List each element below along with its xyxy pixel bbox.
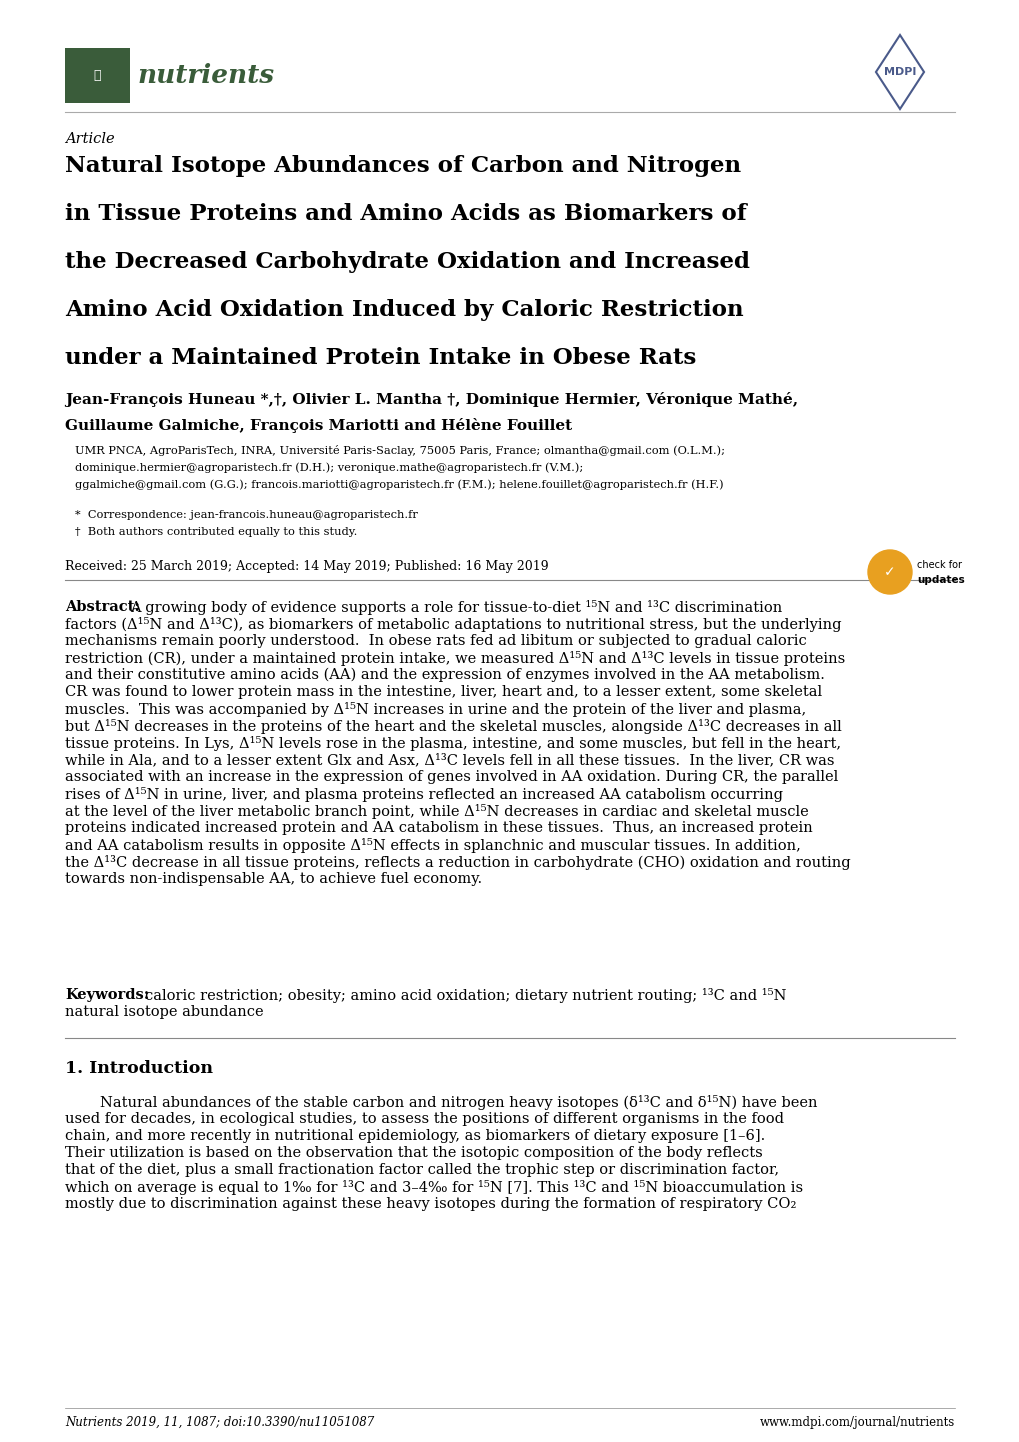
Text: *  Correspondence: jean-francois.huneau@agroparistech.fr: * Correspondence: jean-francois.huneau@a…: [75, 510, 418, 521]
Text: Their utilization is based on the observation that the isotopic composition of t: Their utilization is based on the observ…: [65, 1146, 762, 1159]
Text: Nutrients 2019, 11, 1087; doi:10.3390/nu11051087: Nutrients 2019, 11, 1087; doi:10.3390/nu…: [65, 1416, 374, 1429]
Text: used for decades, in ecological studies, to assess the positions of different or: used for decades, in ecological studies,…: [65, 1112, 784, 1126]
Text: caloric restriction; obesity; amino acid oxidation; dietary nutrient routing; ¹³: caloric restriction; obesity; amino acid…: [145, 988, 786, 1004]
Text: chain, and more recently in nutritional epidemiology, as biomarkers of dietary e: chain, and more recently in nutritional …: [65, 1129, 764, 1144]
Text: CR was found to lower protein mass in the intestine, liver, heart and, to a less: CR was found to lower protein mass in th…: [65, 685, 821, 699]
Text: restriction (CR), under a maintained protein intake, we measured Δ¹⁵N and Δ¹³C l: restriction (CR), under a maintained pro…: [65, 650, 845, 666]
Text: A growing body of evidence supports a role for tissue-to-diet ¹⁵N and ¹³C discri: A growing body of evidence supports a ro…: [129, 600, 782, 614]
Text: and their constitutive amino acids (AA) and the expression of enzymes involved i: and their constitutive amino acids (AA) …: [65, 668, 824, 682]
Text: updates: updates: [916, 575, 964, 585]
Text: Abstract:: Abstract:: [65, 600, 140, 614]
Text: Natural abundances of the stable carbon and nitrogen heavy isotopes (δ¹³C and δ¹: Natural abundances of the stable carbon …: [100, 1094, 816, 1110]
Text: and AA catabolism results in opposite Δ¹⁵N effects in splanchnic and muscular ti: and AA catabolism results in opposite Δ¹…: [65, 838, 800, 854]
FancyBboxPatch shape: [65, 48, 129, 102]
Text: in Tissue Proteins and Amino Acids as Biomarkers of: in Tissue Proteins and Amino Acids as Bi…: [65, 203, 746, 225]
Text: natural isotope abundance: natural isotope abundance: [65, 1005, 263, 1019]
Text: MDPI: MDPI: [882, 66, 915, 76]
Text: Received: 25 March 2019; Accepted: 14 May 2019; Published: 16 May 2019: Received: 25 March 2019; Accepted: 14 Ma…: [65, 559, 548, 572]
Text: Jean-François Huneau *,†, Olivier L. Mantha †, Dominique Hermier, Véronique Math: Jean-François Huneau *,†, Olivier L. Man…: [65, 392, 797, 407]
Text: that of the diet, plus a small fractionation factor called the trophic step or d: that of the diet, plus a small fractiona…: [65, 1164, 779, 1177]
Circle shape: [867, 549, 911, 594]
Text: muscles.  This was accompanied by Δ¹⁵N increases in urine and the protein of the: muscles. This was accompanied by Δ¹⁵N in…: [65, 702, 805, 717]
Text: nutrients: nutrients: [138, 63, 275, 88]
Text: †  Both authors contributed equally to this study.: † Both authors contributed equally to th…: [75, 526, 357, 536]
Text: Natural Isotope Abundances of Carbon and Nitrogen: Natural Isotope Abundances of Carbon and…: [65, 154, 741, 177]
Text: at the level of the liver metabolic branch point, while Δ¹⁵N decreases in cardia: at the level of the liver metabolic bran…: [65, 805, 808, 819]
Text: Guillaume Galmiche, François Mariotti and Hélène Fouillet: Guillaume Galmiche, François Mariotti an…: [65, 418, 572, 433]
Text: 🌿: 🌿: [94, 69, 101, 82]
Text: but Δ¹⁵N decreases in the proteins of the heart and the skeletal muscles, alongs: but Δ¹⁵N decreases in the proteins of th…: [65, 720, 841, 734]
Text: www.mdpi.com/journal/nutrients: www.mdpi.com/journal/nutrients: [759, 1416, 954, 1429]
Text: which on average is equal to 1‰ for ¹³C and 3–4‰ for ¹⁵N [7]. This ¹³C and ¹⁵N b: which on average is equal to 1‰ for ¹³C …: [65, 1180, 802, 1195]
Text: check for: check for: [916, 559, 961, 570]
Text: Article: Article: [65, 133, 114, 146]
Text: proteins indicated increased protein and AA catabolism in these tissues.  Thus, : proteins indicated increased protein and…: [65, 820, 812, 835]
Text: tissue proteins. In Lys, Δ¹⁵N levels rose in the plasma, intestine, and some mus: tissue proteins. In Lys, Δ¹⁵N levels ros…: [65, 735, 841, 751]
Text: mechanisms remain poorly understood.  In obese rats fed ad libitum or subjected : mechanisms remain poorly understood. In …: [65, 634, 806, 647]
Text: mostly due to discrimination against these heavy isotopes during the formation o: mostly due to discrimination against the…: [65, 1197, 796, 1211]
Text: towards non-indispensable AA, to achieve fuel economy.: towards non-indispensable AA, to achieve…: [65, 872, 482, 885]
Text: Keywords:: Keywords:: [65, 988, 149, 1002]
Text: rises of Δ¹⁵N in urine, liver, and plasma proteins reflected an increased AA cat: rises of Δ¹⁵N in urine, liver, and plasm…: [65, 787, 783, 802]
Text: UMR PNCA, AgroParisTech, INRA, Université Paris-Saclay, 75005 Paris, France; olm: UMR PNCA, AgroParisTech, INRA, Universit…: [75, 446, 725, 456]
Text: factors (Δ¹⁵N and Δ¹³C), as biomarkers of metabolic adaptations to nutritional s: factors (Δ¹⁵N and Δ¹³C), as biomarkers o…: [65, 617, 841, 632]
Text: Amino Acid Oxidation Induced by Caloric Restriction: Amino Acid Oxidation Induced by Caloric …: [65, 298, 743, 322]
Text: the Δ¹³C decrease in all tissue proteins, reflects a reduction in carbohydrate (: the Δ¹³C decrease in all tissue proteins…: [65, 855, 850, 870]
Text: while in Ala, and to a lesser extent Glx and Asx, Δ¹³C levels fell in all these : while in Ala, and to a lesser extent Glx…: [65, 753, 834, 767]
Text: associated with an increase in the expression of genes involved in AA oxidation.: associated with an increase in the expre…: [65, 770, 838, 784]
Text: 1. Introduction: 1. Introduction: [65, 1060, 213, 1077]
Text: ✓: ✓: [883, 565, 895, 580]
Text: ggalmiche@gmail.com (G.G.); francois.mariotti@agroparistech.fr (F.M.); helene.fo: ggalmiche@gmail.com (G.G.); francois.mar…: [75, 479, 722, 490]
Text: the Decreased Carbohydrate Oxidation and Increased: the Decreased Carbohydrate Oxidation and…: [65, 251, 749, 273]
Text: dominique.hermier@agroparistech.fr (D.H.); veronique.mathe@agroparistech.fr (V.M: dominique.hermier@agroparistech.fr (D.H.…: [75, 461, 583, 473]
Text: under a Maintained Protein Intake in Obese Rats: under a Maintained Protein Intake in Obe…: [65, 348, 696, 369]
